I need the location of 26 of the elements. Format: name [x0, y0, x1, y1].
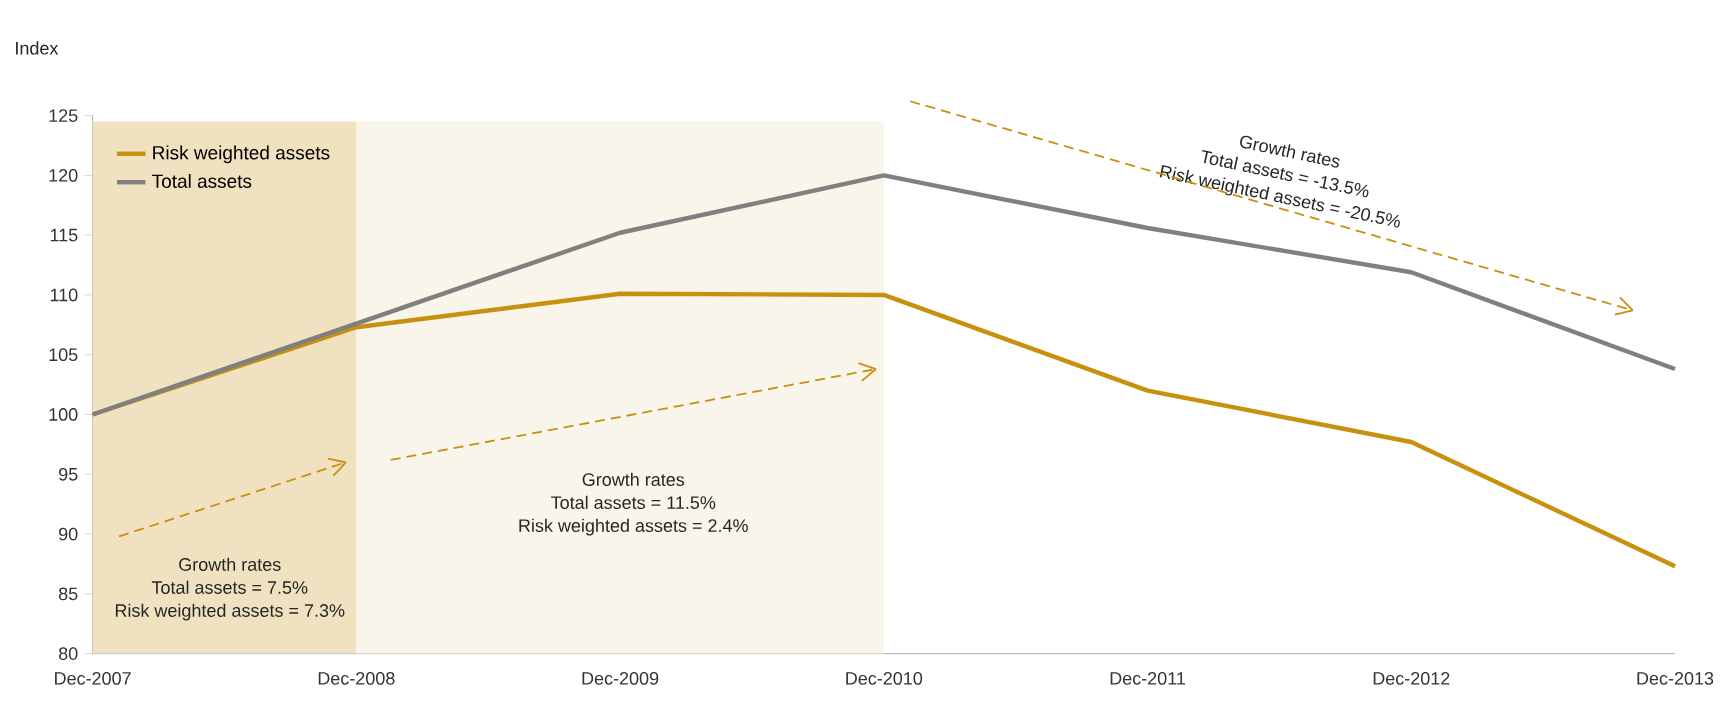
legend-label: Total assets [152, 173, 252, 188]
annotation: Growth rates [582, 472, 685, 486]
y-tick-label: 115 [50, 228, 78, 242]
y-tick-label: 80 [58, 647, 78, 660]
x-tick-label: Dec-2010 [846, 671, 923, 685]
y-tick-label: 85 [58, 587, 78, 601]
x-tick-label: Dec-2008 [318, 671, 395, 685]
y-tick-label: 100 [49, 408, 78, 421]
y-tick-label: 110 [50, 288, 78, 302]
x-tick-label: Dec-2009 [582, 671, 659, 685]
y-tick-label: 95 [59, 467, 78, 481]
annotation: Total assets = 11.5% [551, 495, 716, 509]
x-tick-label: Dec-2007 [55, 671, 131, 685]
y-tick-label: 120 [49, 169, 78, 182]
annotation: Growth rates [179, 557, 281, 571]
y-axis-title: Index [16, 41, 59, 55]
x-tick-label: Dec-2011 [1110, 671, 1186, 685]
x-tick-label: Dec-2012 [1373, 671, 1450, 685]
annotation: Risk weighted assets = 2.4% [519, 518, 748, 536]
x-tick-label: Dec-2013 [1637, 671, 1714, 685]
y-tick-label: 125 [49, 109, 78, 122]
y-tick-label: 105 [49, 348, 78, 362]
legend-label: Risk weighted assets [153, 145, 330, 164]
y-tick-label: 90 [59, 527, 78, 541]
annotation: Total assets = 7.5% [151, 580, 308, 594]
annotation: Risk weighted assets = 7.3% [115, 603, 345, 621]
